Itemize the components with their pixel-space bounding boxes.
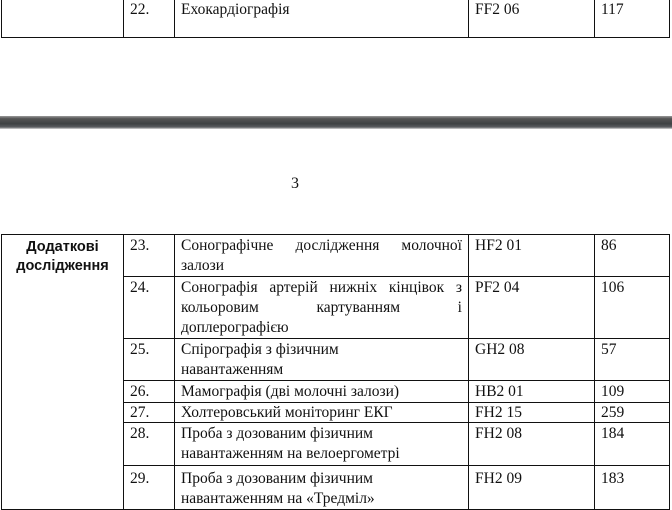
page-separator [0, 116, 672, 129]
page-number: 3 [291, 175, 299, 192]
service-name: Проба з дозованим фізичним навантаженням… [174, 422, 469, 466]
service-code: GH2 08 [468, 338, 595, 381]
row-number: 25. [123, 338, 175, 381]
row-number: 26. [123, 380, 175, 403]
table-row: 25. Спірографія з фізичним навантаженням… [2, 338, 670, 381]
service-name: Проба з дозованим фізичним навантаженням… [174, 465, 469, 510]
service-code: FF2 06 [468, 0, 595, 38]
row-number: 29. [123, 465, 175, 510]
service-name: Сонографічне дослідження молочної залози [174, 234, 469, 277]
service-code: FH2 08 [468, 422, 595, 466]
row-number: 23. [123, 234, 175, 277]
service-code: HB2 01 [468, 380, 595, 403]
service-value: 183 [594, 465, 670, 510]
table-row: 22. Ехокардіографія FF2 06 117 [1, 0, 670, 38]
service-name: Мамографія (дві молочні залози) [174, 380, 469, 403]
row-number: 22. [123, 0, 175, 38]
main-table: Додаткові дослідження 23. Сонографічне д… [1, 234, 670, 510]
service-value: 109 [594, 380, 670, 403]
service-code: FH2 09 [468, 465, 595, 510]
table-row: Додаткові дослідження 23. Сонографічне д… [1, 234, 670, 510]
service-value: 86 [594, 234, 670, 277]
group-label: Додаткові дослідження [1, 234, 124, 510]
top-table: 22. Ехокардіографія FF2 06 117 [1, 0, 670, 38]
service-code: HF2 01 [468, 234, 595, 277]
service-code: PF2 04 [468, 276, 595, 339]
table-row: 24. Сонографія артерій нижніх кінцівок з… [2, 276, 670, 339]
table-row: 28. Проба з дозованим фізичним навантаже… [2, 422, 670, 466]
table-row: 27. Холтеровський моніторинг ЕКГ FH2 15 … [2, 402, 670, 423]
service-name: Спірографія з фізичним навантаженням [174, 338, 469, 381]
row-number: 24. [123, 276, 175, 339]
service-name: Сонографія артерій нижніх кінцівок з кол… [174, 276, 469, 339]
table-row: 26. Мамографія (дві молочні залози) HB2 … [2, 380, 670, 403]
row-number: 27. [123, 402, 175, 423]
table-row: 29. Проба з дозованим фізичним навантаже… [2, 465, 670, 510]
service-value: 259 [594, 402, 670, 423]
row-number: 28. [123, 422, 175, 466]
group-cell [1, 0, 124, 38]
service-name: Холтеровський моніторинг ЕКГ [174, 402, 469, 423]
service-value: 117 [594, 0, 670, 38]
service-value: 57 [594, 338, 670, 381]
service-code: FH2 15 [468, 402, 595, 423]
service-value: 106 [594, 276, 670, 339]
service-name: Ехокардіографія [174, 0, 469, 38]
service-value: 184 [594, 422, 670, 466]
